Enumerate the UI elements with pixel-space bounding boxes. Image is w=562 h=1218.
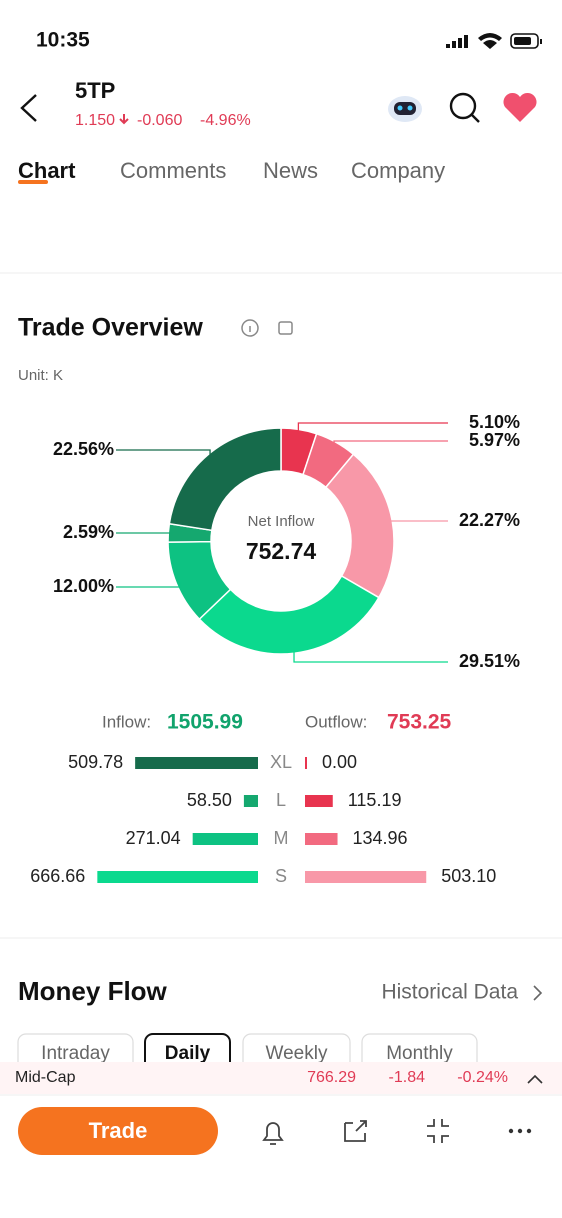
outflow-bar bbox=[305, 757, 307, 769]
favorite-icon[interactable] bbox=[503, 92, 537, 122]
inflow-label: Inflow: bbox=[102, 712, 151, 731]
robot-icon[interactable] bbox=[388, 96, 422, 122]
inflow-bar bbox=[97, 871, 259, 883]
size-category: S bbox=[275, 866, 287, 886]
share-icon[interactable] bbox=[344, 1120, 367, 1142]
inflow-value: 271.04 bbox=[126, 828, 181, 848]
donut-segment bbox=[168, 427, 282, 532]
donut-label: 22.56% bbox=[53, 439, 114, 459]
size-category: L bbox=[276, 790, 286, 810]
leader-line bbox=[297, 422, 448, 434]
info-icons[interactable] bbox=[241, 319, 293, 337]
change-pct: -4.96% bbox=[200, 112, 251, 129]
size-category: XL bbox=[270, 752, 292, 772]
symbol: 5TP bbox=[75, 78, 115, 103]
outflow-bar bbox=[305, 833, 338, 845]
inflow-bar bbox=[243, 795, 258, 807]
outflow-value: 115.19 bbox=[348, 790, 402, 810]
status-icons bbox=[446, 33, 542, 49]
search-icon[interactable] bbox=[449, 92, 480, 123]
donut-label: 29.51% bbox=[459, 651, 520, 671]
donut-segment bbox=[198, 575, 380, 655]
inflow-value: 509.78 bbox=[68, 752, 123, 772]
period-label[interactable]: Intraday bbox=[41, 1043, 110, 1064]
outflow-label: Outflow: bbox=[305, 712, 367, 731]
ticker-change-pct: -0.24% bbox=[457, 1069, 508, 1086]
alert-icon[interactable] bbox=[262, 1122, 284, 1145]
section-title: Money Flow bbox=[18, 976, 168, 1006]
outflow-bar bbox=[305, 871, 427, 883]
inflow-bar bbox=[192, 833, 258, 845]
net-inflow: 752.74 bbox=[246, 538, 317, 564]
donut-label: 5.10% bbox=[469, 412, 520, 432]
back-button[interactable] bbox=[20, 94, 37, 122]
inflow-value: 666.66 bbox=[30, 866, 85, 886]
chevron bbox=[533, 985, 543, 1001]
change: -0.060 bbox=[137, 112, 182, 129]
center-label: Net Inflow bbox=[248, 513, 315, 530]
ticker-price: 766.29 bbox=[307, 1069, 356, 1086]
leader-line bbox=[333, 440, 448, 446]
ticker-name: Mid-Cap bbox=[15, 1069, 76, 1086]
outflow-value: 503.10 bbox=[441, 866, 496, 886]
period-label[interactable]: Monthly bbox=[386, 1043, 453, 1064]
donut-label: 22.27% bbox=[459, 510, 520, 530]
outflow-total: 753.25 bbox=[387, 711, 452, 734]
size-category: M bbox=[274, 828, 289, 848]
trade-label[interactable]: Trade bbox=[89, 1118, 148, 1143]
donut-label: 12.00% bbox=[53, 576, 114, 596]
inflow-value: 58.50 bbox=[187, 790, 232, 810]
donut-label: 2.59% bbox=[63, 522, 114, 542]
more-icon[interactable] bbox=[508, 1128, 532, 1134]
expand-icon[interactable] bbox=[527, 1074, 543, 1084]
tab-underline bbox=[18, 180, 48, 184]
inflow-total: 1505.99 bbox=[167, 711, 243, 734]
leader-line bbox=[387, 520, 448, 522]
period-label[interactable]: Weekly bbox=[266, 1043, 328, 1064]
leader-line bbox=[293, 649, 448, 663]
down-arrow bbox=[119, 114, 129, 125]
unit: Unit: K bbox=[18, 367, 63, 384]
tab[interactable]: Chart bbox=[18, 158, 76, 183]
tab[interactable]: Comments bbox=[120, 158, 226, 183]
tab[interactable]: Company bbox=[351, 158, 445, 183]
tab[interactable]: News bbox=[263, 158, 318, 183]
period-label[interactable]: Daily bbox=[165, 1043, 211, 1064]
time: 10:35 bbox=[36, 29, 90, 52]
history-link[interactable]: Historical Data bbox=[381, 981, 518, 1004]
ticker-bar bbox=[0, 1062, 562, 1094]
trade-button[interactable] bbox=[18, 1107, 218, 1155]
collapse-icon[interactable] bbox=[427, 1119, 449, 1143]
outflow-value: 0.00 bbox=[322, 752, 357, 772]
inflow-bar bbox=[135, 757, 258, 769]
donut-label: 5.97% bbox=[469, 430, 520, 450]
section-title: Trade Overview bbox=[18, 314, 203, 342]
outflow-bar bbox=[305, 795, 333, 807]
leader-line bbox=[116, 582, 181, 588]
ticker-change: -1.84 bbox=[389, 1069, 426, 1086]
outflow-value: 134.96 bbox=[353, 828, 408, 848]
leader-line bbox=[116, 449, 211, 459]
price: 1.150 bbox=[75, 112, 115, 129]
